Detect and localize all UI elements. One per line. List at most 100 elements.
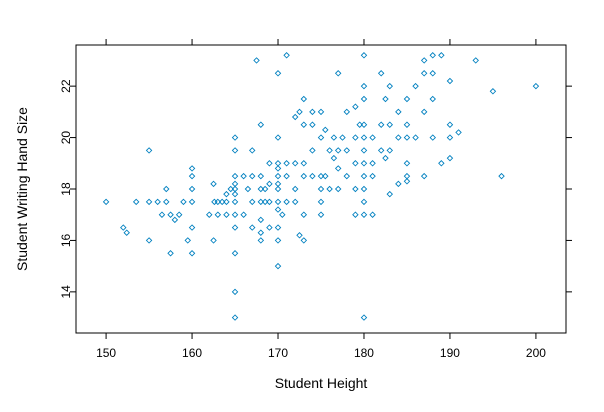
data-point <box>188 198 196 206</box>
data-point <box>261 198 269 206</box>
data-point <box>240 172 247 180</box>
data-point <box>274 134 282 141</box>
data-point <box>274 262 282 270</box>
data-point <box>309 172 316 180</box>
data-point <box>257 172 265 180</box>
data-point <box>253 57 260 64</box>
data-point <box>334 165 342 172</box>
x-tick-label: 160 <box>182 346 202 360</box>
data-point <box>283 160 290 167</box>
data-point <box>261 185 269 193</box>
axis-tick-labels: 150 160 170 180 190 200 14 16 18 20 22 <box>59 79 546 360</box>
data-point <box>420 108 428 116</box>
data-point <box>386 147 394 154</box>
data-point <box>309 121 316 128</box>
data-point <box>188 224 196 231</box>
data-point <box>352 185 359 193</box>
data-point <box>231 180 239 188</box>
data-point <box>214 211 222 218</box>
data-point <box>257 121 265 128</box>
data-point <box>184 237 191 244</box>
data-point <box>403 178 411 185</box>
data-point <box>403 95 411 103</box>
x-axis-label: Student Height <box>275 375 368 391</box>
data-point <box>309 108 316 116</box>
axis-ticks <box>70 39 572 339</box>
data-point <box>317 211 325 218</box>
data-point <box>352 103 359 110</box>
data-point <box>248 147 256 154</box>
data-point <box>240 211 247 218</box>
data-point <box>360 134 368 141</box>
y-tick-label: 20 <box>59 131 73 145</box>
data-point <box>532 82 540 90</box>
data-point <box>210 237 217 244</box>
data-point <box>274 160 282 167</box>
data-point <box>334 147 342 154</box>
data-point <box>231 224 239 231</box>
data-point <box>257 237 265 244</box>
data-point <box>231 198 239 206</box>
data-point <box>300 160 308 167</box>
data-point <box>244 185 252 193</box>
data-point <box>489 88 497 95</box>
data-point <box>386 121 394 128</box>
data-point <box>403 172 411 180</box>
data-point <box>296 232 303 239</box>
data-point <box>218 198 226 206</box>
data-point <box>231 211 239 218</box>
data-point <box>171 216 179 224</box>
data-point <box>231 190 239 198</box>
data-point <box>167 250 174 257</box>
data-point <box>360 185 368 193</box>
y-tick-label: 18 <box>59 182 73 196</box>
y-axis-label: Student Writing Hand Size <box>14 107 30 271</box>
x-tick-label: 180 <box>354 346 374 360</box>
data-point <box>352 211 359 218</box>
data-point <box>403 134 411 141</box>
data-point <box>369 172 376 180</box>
data-point <box>231 314 239 321</box>
data-point <box>438 52 445 59</box>
data-point <box>266 198 273 206</box>
data-point <box>274 206 282 213</box>
data-point <box>382 154 389 162</box>
data-point <box>369 134 376 141</box>
data-point <box>309 147 316 154</box>
data-point <box>330 134 338 141</box>
data-point <box>283 172 290 180</box>
data-point <box>231 134 239 141</box>
data-point <box>188 250 196 257</box>
data-point <box>223 190 230 198</box>
data-point <box>317 198 325 206</box>
data-point <box>322 126 329 134</box>
data-point <box>356 121 363 128</box>
data-point <box>420 70 428 77</box>
data-point <box>188 165 196 172</box>
data-point <box>300 237 308 244</box>
data-point <box>274 224 282 231</box>
data-point <box>420 57 428 64</box>
data-point <box>395 108 402 116</box>
y-tick-label: 14 <box>59 285 73 299</box>
data-point <box>132 198 140 206</box>
x-tick-label: 200 <box>526 346 546 360</box>
x-tick-label: 150 <box>96 346 116 360</box>
data-point <box>498 172 505 180</box>
data-point <box>231 172 239 180</box>
data-point <box>274 165 282 172</box>
data-point <box>360 172 368 180</box>
data-point <box>446 121 454 128</box>
y-tick-label: 16 <box>59 233 73 247</box>
data-point <box>360 211 368 218</box>
data-point <box>403 121 411 128</box>
data-point <box>283 198 290 206</box>
data-point <box>377 147 385 154</box>
data-point <box>248 198 256 206</box>
data-point <box>317 108 325 116</box>
data-point <box>420 172 428 180</box>
data-point <box>343 172 351 180</box>
data-point <box>360 147 368 154</box>
data-point <box>339 134 346 141</box>
